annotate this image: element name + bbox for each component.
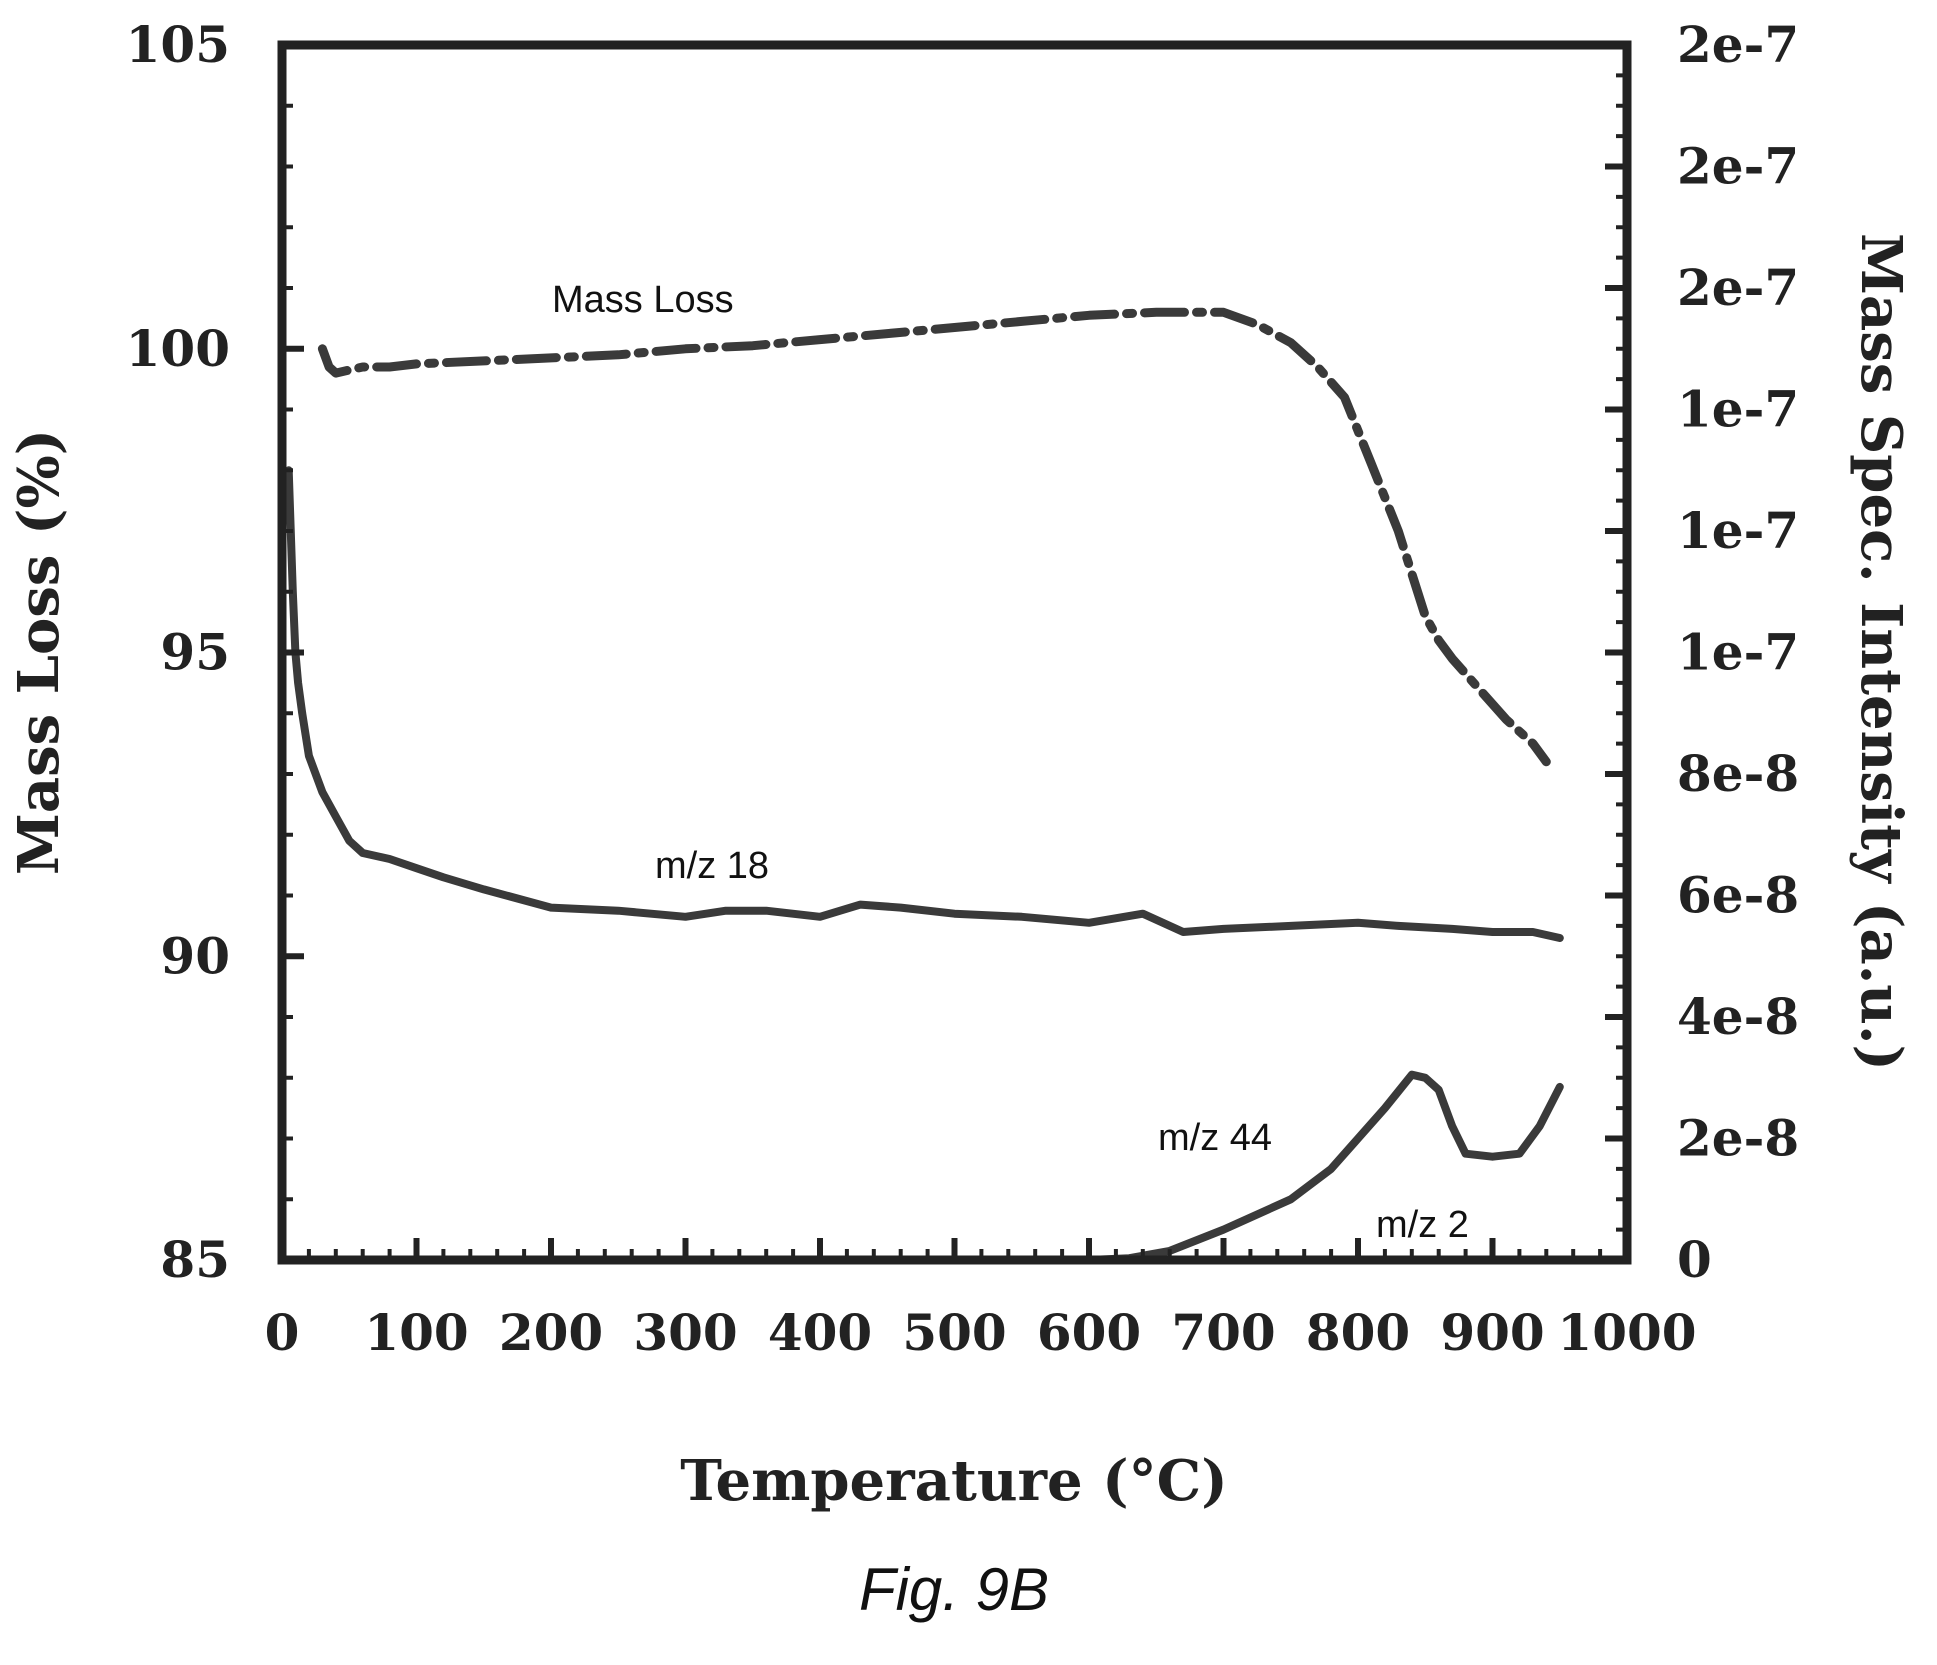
x-tick-label: 0 [265, 1303, 300, 1362]
y-left-tick-label: 85 [160, 1230, 230, 1289]
y-right-axis-title: Mass Spec. Intensity (a.u.) [1848, 233, 1914, 1071]
y-right-tick-label: 4e-8 [1677, 987, 1799, 1046]
y-right-tick-label: 2e-7 [1677, 258, 1799, 317]
x-axis-title: Temperature (°C) [680, 1448, 1227, 1514]
x-tick-label: 500 [902, 1303, 1006, 1362]
series-line-1 [284, 466, 1564, 942]
ticks-layer [279, 42, 1630, 1263]
y-left-tick-label: 105 [126, 15, 230, 74]
y-right-tick-label: 1e-7 [1677, 380, 1799, 439]
y-right-tick-label: 2e-7 [1677, 137, 1799, 196]
x-tick-label: 800 [1306, 1303, 1410, 1362]
labels-layer: 0 100 200 300 400 500 600 700 800 900 100085909510… [126, 15, 1800, 1362]
x-tick-label: 1000 [1557, 1303, 1696, 1362]
x-tick-label: 700 [1171, 1303, 1275, 1362]
figure-caption: Fig. 9B [859, 1556, 1049, 1623]
series-line-2 [278, 1070, 1564, 1264]
series-layer [278, 307, 1564, 1264]
x-tick-label: 400 [768, 1303, 872, 1362]
y-right-tick-label: 0 [1677, 1230, 1712, 1289]
series-label-mass-loss: Mass Loss [552, 279, 734, 321]
y-left-tick-label: 95 [160, 623, 230, 682]
y-left-tick-label: 100 [126, 319, 230, 378]
series-label-mz44: m/z 44 [1158, 1117, 1272, 1159]
y-right-tick-label: 8e-8 [1677, 744, 1799, 803]
y-left-tick-label: 90 [160, 926, 230, 985]
x-tick-label: 200 [499, 1303, 603, 1362]
y-right-tick-label: 1e-7 [1677, 501, 1799, 560]
x-tick-label: 900 [1440, 1303, 1544, 1362]
y-right-tick-label: 2e-7 [1677, 15, 1799, 74]
series-label-mz2: m/z 2 [1376, 1204, 1469, 1246]
y-right-tick-label: 2e-8 [1677, 1109, 1799, 1168]
y-right-tick-label: 6e-8 [1677, 866, 1799, 925]
y-right-tick-label: 1e-7 [1677, 623, 1799, 682]
series-line-0 [317, 307, 1551, 767]
x-tick-label: 100 [364, 1303, 468, 1362]
x-tick-label: 300 [633, 1303, 737, 1362]
x-tick-label: 600 [1037, 1303, 1141, 1362]
series-label-mz18: m/z 18 [655, 845, 769, 887]
y-left-axis-title: Mass Loss (%) [6, 429, 72, 875]
